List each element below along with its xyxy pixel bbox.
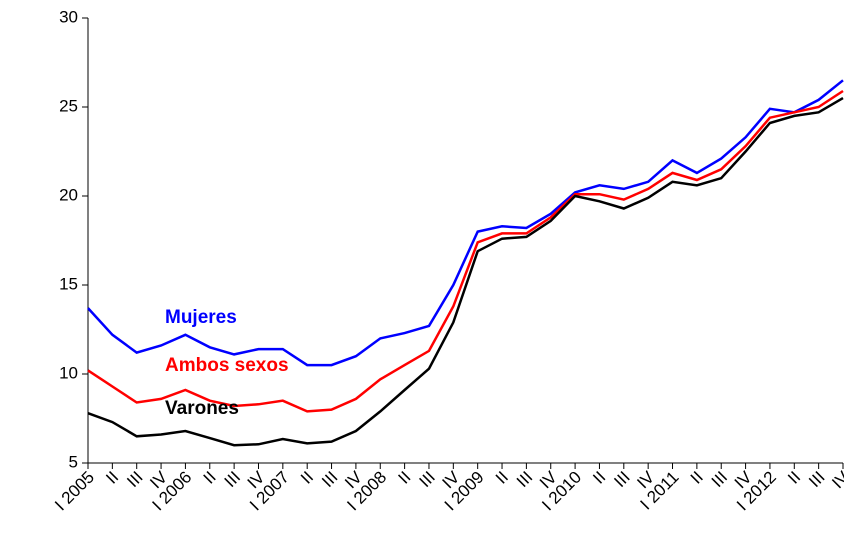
x-tick-label: II [394,468,414,488]
x-tick-label: I 2005 [51,468,98,515]
y-tick-label: 15 [59,274,78,293]
series-label: Mujeres [165,307,237,328]
x-tick-label: II [589,468,609,488]
x-tick-label: III [123,468,146,491]
x-tick-label: III [221,468,244,491]
x-tick-label: II [687,468,707,488]
y-tick-label: 5 [69,452,78,471]
x-tick-label: II [200,468,220,488]
y-tick-label: 30 [59,7,78,26]
line [87,97,844,447]
series-label: Ambos sexos [165,355,289,376]
x-tick-label: II [102,468,122,488]
y-tick-label: 20 [59,185,78,204]
line [87,89,844,413]
x-tick-label: III [610,468,633,491]
series-label: Varones [165,398,239,419]
y-tick-label: 10 [59,363,78,382]
x-tick-label: II [492,468,512,488]
x-tick-label: II [297,468,317,488]
x-tick-label: II [784,468,804,488]
y-tick-label: 25 [59,96,78,115]
x-tick-label: III [708,468,731,491]
x-tick-label: III [318,468,341,491]
x-tick-label: III [513,468,536,491]
line [87,79,844,367]
x-tick-label: III [416,468,439,491]
x-tick-label: III [805,468,828,491]
x-tick-label: IV [828,467,844,492]
